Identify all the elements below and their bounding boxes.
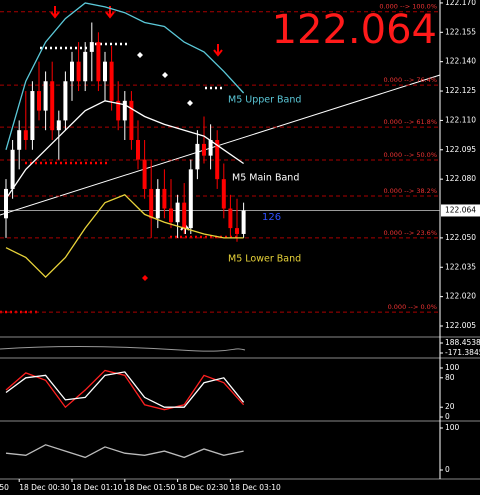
candle-body <box>155 188 160 219</box>
candle-body <box>142 159 147 189</box>
y-tick-label: 122.020 <box>445 292 476 301</box>
candle-body <box>109 61 114 101</box>
candle-body <box>235 228 239 234</box>
candle-body <box>76 61 81 82</box>
series-line <box>5 371 245 408</box>
decorations <box>0 6 240 314</box>
candle-body <box>129 100 134 140</box>
candle-body <box>175 202 180 223</box>
y-tick-label: 20 <box>445 402 455 411</box>
candle-body <box>215 139 220 180</box>
y-tick-label: 122.080 <box>445 174 476 183</box>
candle-body <box>50 81 55 131</box>
y-tick-label: 122.005 <box>445 321 476 330</box>
x-tick-label: 18 Dec 01:50 <box>125 483 176 492</box>
series-label: M5 Lower Band <box>228 254 301 265</box>
y-tick-label: -171.3845 <box>445 348 480 357</box>
y-tick-label: 122.095 <box>445 145 476 154</box>
y-tick-label: 122.170 <box>445 0 476 7</box>
fib-label: 0.000 --> 76.4% <box>383 76 437 84</box>
y-tick-label: 100 <box>445 363 460 372</box>
candle-body <box>136 139 140 160</box>
panel-frames <box>0 0 480 480</box>
candle-body <box>195 143 200 170</box>
x-tick-label: 18 Dec 01:10 <box>72 483 123 492</box>
series-line <box>5 100 244 200</box>
cci-line <box>0 345 246 352</box>
candle-body <box>202 143 206 156</box>
y-tick-label: 122.110 <box>445 115 476 124</box>
series-label: M5 Upper Band <box>228 95 301 106</box>
x-tick-label: 18 Dec 00:30 <box>19 483 70 492</box>
y-tick-label: 122.140 <box>445 57 476 66</box>
candle-body <box>103 61 107 82</box>
resistance-dots <box>40 42 225 90</box>
candle-body <box>169 208 173 223</box>
candle-body <box>83 51 88 82</box>
candle-body <box>10 149 15 189</box>
y-tick-label: 0 <box>445 465 450 474</box>
candle-body <box>70 61 74 82</box>
fib-label: 0.000 --> 0.0% <box>388 303 437 311</box>
sell-arrows <box>50 6 223 57</box>
diamond-red <box>142 275 148 281</box>
candle-body <box>17 130 22 150</box>
candle-body <box>43 81 48 111</box>
x-tick-label: 18 Dec 02:30 <box>178 483 229 492</box>
count-label: 126 <box>262 212 281 223</box>
y-tick-label: 0 <box>445 412 450 421</box>
candle-body <box>56 120 61 131</box>
fib-label: 0.000 --> 100.0% <box>379 3 437 11</box>
candle-body <box>116 100 121 121</box>
candle-body <box>96 42 101 82</box>
y-tick-label: 122.155 <box>445 27 476 36</box>
candle-body <box>162 188 167 209</box>
y-tick-label: 122.035 <box>445 262 476 271</box>
candle-body <box>4 188 8 219</box>
x-tick-label: 50 <box>0 483 9 492</box>
y-tick-label: 100 <box>445 423 460 432</box>
fib-label: 0.000 --> 23.6% <box>383 229 437 237</box>
candle-body <box>221 179 226 209</box>
candle-body <box>23 130 28 140</box>
candle-body <box>182 202 187 229</box>
last-price-box <box>441 204 480 217</box>
y-tick-label: 122.050 <box>445 233 476 242</box>
candle-body <box>188 169 193 229</box>
series-line <box>5 2 245 150</box>
candle-body <box>122 100 127 121</box>
fib-label: 0.000 --> 61.8% <box>383 118 437 126</box>
series-line <box>5 369 245 411</box>
trend-line <box>0 74 441 216</box>
price-display: 122.064 <box>272 7 437 53</box>
candle-body <box>89 42 94 52</box>
y-tick-label: 122.125 <box>445 86 476 95</box>
candle-body <box>149 188 154 219</box>
candle-body <box>63 81 68 121</box>
support-dots <box>0 161 240 314</box>
last-price-label: 122.064 <box>445 205 476 214</box>
y-tick-label: 188.4538 <box>445 338 480 347</box>
candle-body <box>228 208 233 229</box>
fib-label: 0.000 --> 38.2% <box>383 187 437 195</box>
series-label: M5 Main Band <box>232 173 299 184</box>
candle-body <box>241 210 246 234</box>
x-tick-label: 18 Dec 03:10 <box>230 483 281 492</box>
fib-label: 0.000 --> 50.0% <box>383 151 437 159</box>
candle-body <box>208 139 213 156</box>
y-tick-label: 80 <box>445 373 455 382</box>
candle-body <box>30 91 35 140</box>
series-line <box>5 194 244 278</box>
series-line <box>5 444 244 459</box>
candle-body <box>37 91 41 111</box>
